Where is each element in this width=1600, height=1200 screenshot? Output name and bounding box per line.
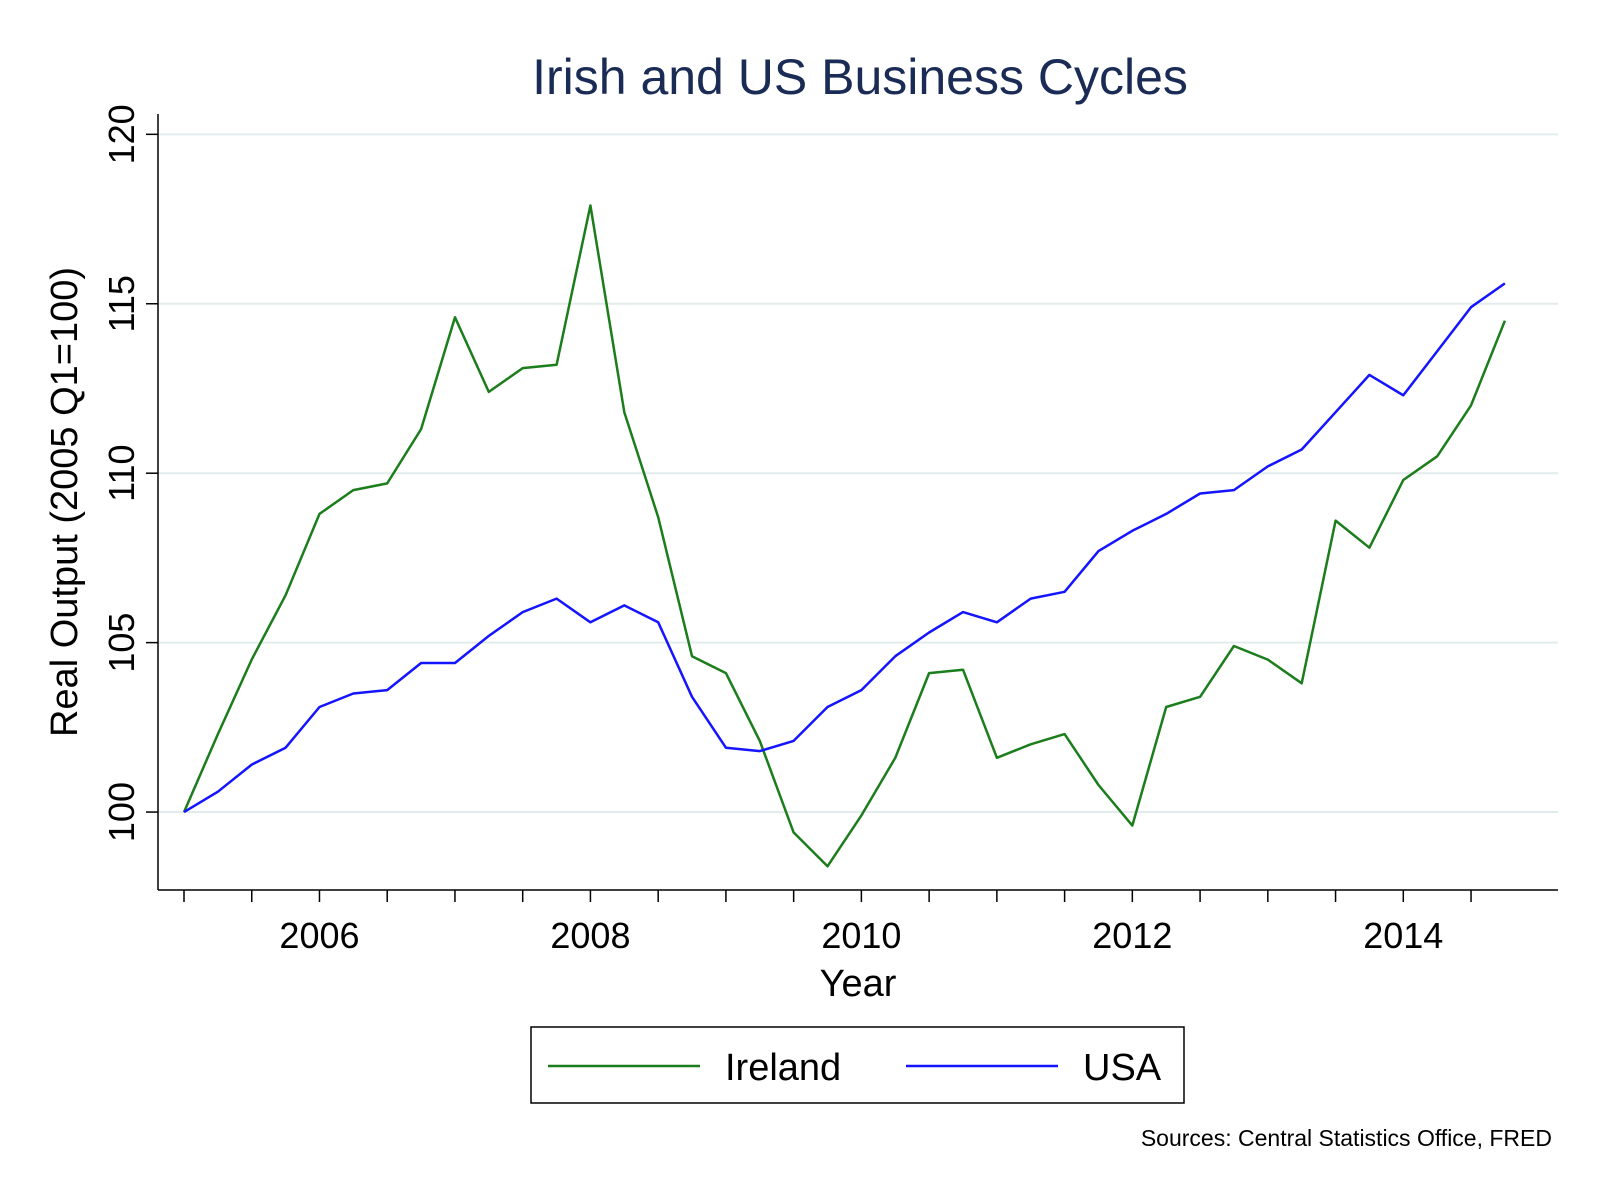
series-lines	[182, 204, 1507, 868]
chart-title: Irish and US Business Cycles	[532, 49, 1188, 105]
legend: Ireland USA	[530, 1026, 1185, 1104]
y-axis-title: Real Output (2005 Q1=100)	[44, 267, 86, 737]
y-tick-label: 120	[101, 104, 142, 164]
x-tick-label: 2008	[550, 915, 630, 956]
legend-label-ireland: Ireland	[725, 1047, 841, 1089]
y-tick-label: 105	[101, 613, 142, 673]
y-tick-label: 100	[101, 782, 142, 842]
y-tick-label: 110	[101, 444, 142, 501]
axes	[157, 114, 1558, 891]
series-line-usa	[183, 282, 1506, 814]
series-line-ireland	[182, 204, 1507, 868]
x-tick-label: 2012	[1092, 915, 1172, 956]
x-axis-ticks: 2006 2008 2010 2012 2014	[183, 890, 1472, 956]
x-tick-label: 2014	[1363, 915, 1443, 956]
source-note: Sources: Central Statistics Office, FRED	[1141, 1125, 1552, 1151]
y-axis-ticks: 100 105 110 115 120	[101, 104, 158, 842]
legend-label-usa: USA	[1083, 1047, 1162, 1089]
x-tick-label: 2010	[821, 915, 901, 956]
y-tick-label: 115	[101, 275, 142, 332]
x-tick-label: 2006	[279, 915, 359, 956]
x-axis-title: Year	[820, 963, 897, 1005]
gridlines	[158, 133, 1558, 814]
